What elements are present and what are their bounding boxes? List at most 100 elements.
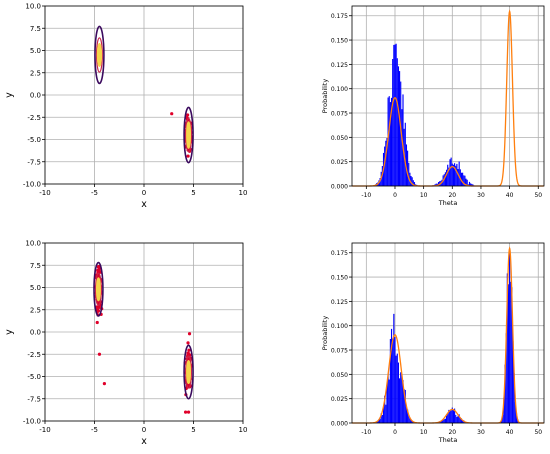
hist-bar xyxy=(394,45,395,186)
hist-bar xyxy=(382,415,383,423)
y-tick-label: 5.0 xyxy=(30,47,41,55)
x-tick-label: -10 xyxy=(39,189,50,197)
y-tick-label: 0.175 xyxy=(331,13,348,20)
x-tick-label: -10 xyxy=(39,426,50,434)
x-tick-label: 50 xyxy=(534,429,542,436)
data-point xyxy=(96,321,99,324)
hist-bar xyxy=(510,282,511,423)
y-tick-label: 2.5 xyxy=(30,306,41,314)
hist-bar xyxy=(456,417,457,423)
y-tick-label: -5.0 xyxy=(27,373,41,381)
hist-bar xyxy=(509,248,510,423)
y-axis-label: Probability xyxy=(321,316,329,351)
outlier-point xyxy=(98,353,101,356)
y-tick-label: 10.0 xyxy=(25,240,41,248)
y-tick-label: -2.5 xyxy=(27,114,41,122)
x-tick-label: 20 xyxy=(448,429,456,436)
y-tick-label: 0.025 xyxy=(331,396,348,403)
hist-bar xyxy=(453,410,454,423)
hist-bar xyxy=(451,158,452,186)
outlier-point xyxy=(184,411,187,414)
hist-bar xyxy=(399,71,400,186)
hist-bar xyxy=(405,123,406,186)
inner-contour xyxy=(187,122,191,149)
fit-curve xyxy=(352,11,544,186)
hist-bar xyxy=(447,414,448,423)
y-tick-label: 0.100 xyxy=(331,86,348,93)
x-axis-label: x xyxy=(141,436,147,447)
y-tick-label: 7.5 xyxy=(30,262,41,270)
hist-bar xyxy=(449,410,450,423)
x-tick-label: 0 xyxy=(142,189,146,197)
y-tick-label: 2.5 xyxy=(30,69,41,77)
y-tick-label: 0.175 xyxy=(331,250,348,257)
hist-bar xyxy=(389,380,390,423)
hist-bar xyxy=(457,169,458,186)
hist-bar xyxy=(385,405,386,423)
x-tick-label: 20 xyxy=(448,192,456,199)
hist-bar xyxy=(394,337,395,423)
hist-bar xyxy=(397,58,398,186)
x-tick-label: 10 xyxy=(239,426,248,434)
x-axis-label: Theta xyxy=(438,436,458,444)
x-tick-label: 30 xyxy=(477,429,485,436)
x-tick-label: 5 xyxy=(191,426,195,434)
data-point xyxy=(186,154,189,157)
inner-contour xyxy=(96,278,100,301)
x-tick-label: 0 xyxy=(142,426,146,434)
y-tick-label: -10.0 xyxy=(23,181,41,189)
y-tick-label: 0.125 xyxy=(331,299,348,306)
hist-bar xyxy=(462,173,463,186)
outlier-point xyxy=(170,112,173,115)
hist-bar xyxy=(392,59,393,186)
x-axis-label: x xyxy=(141,199,147,210)
hist-bar xyxy=(445,419,446,423)
x-tick-label: 30 xyxy=(477,192,485,199)
y-tick-label: -5.0 xyxy=(27,136,41,144)
x-tick-label: 10 xyxy=(420,429,428,436)
y-tick-label: 0.000 xyxy=(331,421,348,428)
x-tick-label: -5 xyxy=(91,189,98,197)
x-tick-label: 10 xyxy=(420,192,428,199)
x-tick-label: 40 xyxy=(506,429,514,436)
hist-bar xyxy=(457,416,458,423)
hist-bar xyxy=(401,109,402,186)
data-point xyxy=(186,341,189,344)
hist-bar xyxy=(447,165,448,186)
y-axis-label: y xyxy=(4,92,15,98)
x-axis-label: Theta xyxy=(438,199,458,207)
y-tick-label: 0.125 xyxy=(331,62,348,69)
hist-bar xyxy=(456,164,457,186)
y-tick-label: -7.5 xyxy=(27,395,41,403)
hist-bar xyxy=(451,410,452,423)
y-tick-label: 10.0 xyxy=(25,3,41,11)
outlier-point xyxy=(103,382,106,385)
hist-bar xyxy=(449,159,450,186)
hist-bar xyxy=(389,96,390,186)
x-tick-label: 40 xyxy=(506,192,514,199)
x-tick-label: 0 xyxy=(393,429,397,436)
hist-bar xyxy=(459,162,460,186)
x-tick-label: 50 xyxy=(534,192,542,199)
y-axis-label: y xyxy=(4,329,15,335)
hist-bar xyxy=(400,372,401,423)
y-tick-label: 0.150 xyxy=(331,38,348,45)
y-tick-label: 0.050 xyxy=(331,135,348,142)
y-tick-label: 0.0 xyxy=(30,92,41,100)
hist-bar xyxy=(393,314,394,423)
hist-bar xyxy=(393,45,394,186)
data-point xyxy=(97,269,100,272)
hist-bar xyxy=(398,66,399,186)
y-tick-label: -7.5 xyxy=(27,158,41,166)
y-tick-label: 5.0 xyxy=(30,284,41,292)
inner-contour xyxy=(97,43,101,66)
x-tick-label: -10 xyxy=(361,192,371,199)
y-tick-label: -10.0 xyxy=(23,418,41,426)
y-tick-label: 0.100 xyxy=(331,323,348,330)
y-tick-label: 0.075 xyxy=(331,111,348,118)
data-point xyxy=(187,349,190,352)
